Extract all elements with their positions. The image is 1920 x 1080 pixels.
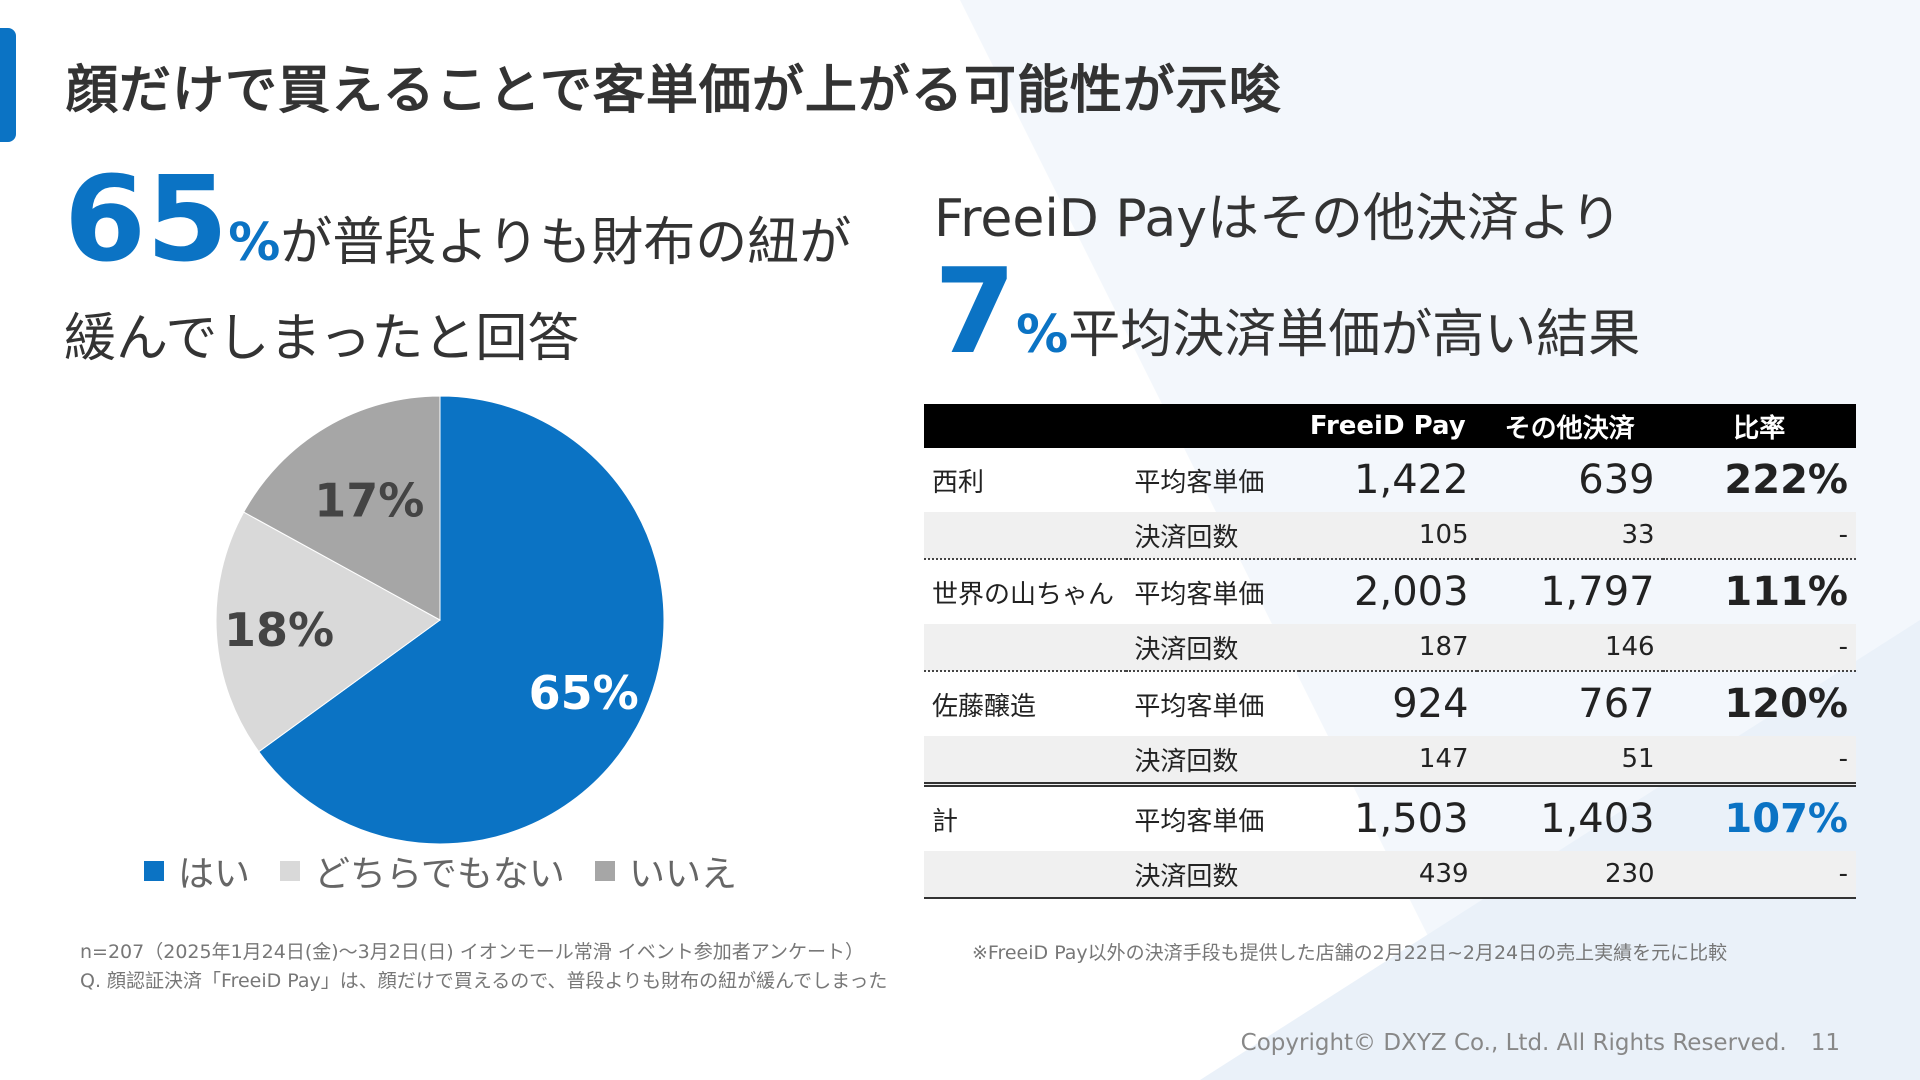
metric-label: 平均客単価 bbox=[1134, 806, 1265, 837]
table-note: ※FreeiD Pay以外の決済手段も提供した店舗の2月22日~2月24日の売上… bbox=[972, 942, 1728, 964]
legend-item-neutral: どちらでもない bbox=[280, 845, 565, 897]
freeid-value: 2,003 bbox=[1354, 569, 1469, 615]
other-count: 51 bbox=[1476, 736, 1663, 787]
copyright: Copyright© DXYZ Co., Ltd. All Rights Res… bbox=[1240, 1030, 1787, 1056]
pie-slice-no bbox=[243, 395, 441, 621]
legend-label-yes: はい bbox=[178, 854, 251, 895]
ratio-value: 222% bbox=[1724, 457, 1848, 503]
freeid-value: 924 bbox=[1392, 681, 1469, 727]
other-count: 230 bbox=[1476, 851, 1663, 899]
survey-note: n=207（2025年1月24日(金)〜3月2日(日) イオンモール常滑 イベン… bbox=[80, 938, 887, 996]
ratio-value: 120% bbox=[1724, 681, 1848, 727]
metric-label: 決済回数 bbox=[1126, 624, 1299, 672]
metric-label: 決済回数 bbox=[1126, 512, 1299, 560]
header-freeid-pay: FreeiD Pay bbox=[1298, 404, 1477, 448]
table-row: 佐藤醸造 平均客単価 924 767 120% bbox=[924, 671, 1856, 736]
left-headline-number: 65 bbox=[64, 150, 229, 288]
freeid-count: 187 bbox=[1298, 624, 1477, 672]
table-row: 決済回数 105 33 - bbox=[924, 512, 1856, 560]
pie-slice-neutral bbox=[215, 511, 441, 753]
metric-label: 決済回数 bbox=[1126, 851, 1299, 899]
table-row: 世界の山ちゃん 平均客単価 2,003 1,797 111% bbox=[924, 559, 1856, 624]
right-headline: 7%平均決済単価が高い結果 bbox=[934, 252, 1640, 370]
store-name: 世界の山ちゃん bbox=[932, 579, 1115, 610]
other-value: 1,797 bbox=[1540, 569, 1655, 615]
metric-label: 平均客単価 bbox=[1134, 691, 1265, 722]
metric-label: 平均客単価 bbox=[1134, 467, 1265, 498]
other-value: 767 bbox=[1578, 681, 1655, 727]
legend-label-neutral: どちらでもない bbox=[314, 854, 565, 895]
other-value: 639 bbox=[1578, 457, 1655, 503]
survey-note-line-2: Q. 顔認証決済「FreeiD Pay」は、顔だけで買えるので、普段よりも財布の… bbox=[80, 970, 888, 992]
title-accent-bar bbox=[0, 28, 16, 142]
table-row: 決済回数 147 51 - bbox=[924, 736, 1856, 787]
ratio-value: 111% bbox=[1724, 569, 1848, 615]
store-name: 計 bbox=[932, 806, 959, 837]
other-count: 33 bbox=[1476, 512, 1663, 560]
table-total-row: 決済回数 439 230 - bbox=[924, 851, 1856, 899]
ratio-count: - bbox=[1662, 851, 1856, 899]
left-headline-text: が普段よりも財布の紐が bbox=[280, 213, 852, 273]
ratio-count: - bbox=[1662, 736, 1856, 787]
legend-label-no: いいえ bbox=[628, 854, 737, 895]
header-ratio: 比率 bbox=[1662, 404, 1856, 448]
footer: Copyright© DXYZ Co., Ltd. All Rights Res… bbox=[1241, 1030, 1840, 1056]
pie-legend: はい どちらでもない いいえ bbox=[144, 845, 737, 897]
freeid-count: 105 bbox=[1298, 512, 1477, 560]
store-name: 佐藤醸造 bbox=[932, 691, 1037, 722]
freeid-value: 1,422 bbox=[1354, 457, 1469, 503]
table-row: 西利 平均客単価 1,422 639 222% bbox=[924, 448, 1856, 512]
right-headline-number: 7 bbox=[934, 242, 1017, 380]
pie-chart: 65% 18% 17% bbox=[215, 395, 665, 845]
metric-label: 決済回数 bbox=[1126, 736, 1299, 787]
right-headline-line-1: FreeiD Payはその他決済より bbox=[934, 189, 1622, 249]
pie-label-yes: 65% bbox=[529, 666, 639, 720]
table-header-row: FreeiD Pay その他決済 比率 bbox=[924, 404, 1856, 448]
legend-swatch-neutral bbox=[280, 861, 301, 881]
right-headline-text: 平均決済単価が高い結果 bbox=[1068, 305, 1641, 365]
header-metric bbox=[1126, 404, 1299, 448]
table-total-row: 計 平均客単価 1,503 1,403 107% bbox=[924, 785, 1856, 852]
header-store bbox=[924, 404, 1127, 448]
pie-slice-yes bbox=[258, 395, 665, 845]
freeid-value: 1,503 bbox=[1354, 796, 1469, 842]
legend-swatch-yes bbox=[144, 861, 164, 881]
pie-label-no: 17% bbox=[314, 473, 424, 527]
slide-title: 顔だけで買えることで客単価が上がる可能性が示唆 bbox=[66, 61, 1282, 121]
freeid-count: 147 bbox=[1298, 736, 1477, 787]
table-row: 決済回数 187 146 - bbox=[924, 624, 1856, 672]
other-value: 1,403 bbox=[1540, 796, 1655, 842]
metric-label: 平均客単価 bbox=[1134, 579, 1265, 610]
page-number: 11 bbox=[1810, 1030, 1840, 1056]
left-headline-percent: % bbox=[228, 213, 281, 273]
legend-item-no: いいえ bbox=[594, 845, 737, 897]
ratio-count: - bbox=[1662, 512, 1856, 560]
left-headline-line-2: 緩んでしまったと回答 bbox=[64, 309, 580, 369]
comparison-table: FreeiD Pay その他決済 比率 西利 平均客単価 1,422 639 2… bbox=[924, 404, 1856, 899]
left-headline: 65%が普段よりも財布の紐が bbox=[64, 160, 851, 278]
pie-label-neutral: 18% bbox=[224, 603, 334, 657]
ratio-value-total: 107% bbox=[1724, 796, 1848, 842]
survey-note-line-1: n=207（2025年1月24日(金)〜3月2日(日) イオンモール常滑 イベン… bbox=[80, 941, 864, 963]
right-headline-percent: % bbox=[1016, 305, 1069, 365]
legend-swatch-no bbox=[594, 861, 615, 881]
legend-item-yes: はい bbox=[144, 845, 250, 897]
store-name: 西利 bbox=[932, 467, 985, 498]
other-count: 146 bbox=[1476, 624, 1663, 672]
ratio-count: - bbox=[1662, 624, 1856, 672]
freeid-count: 439 bbox=[1298, 851, 1477, 899]
header-other-payment: その他決済 bbox=[1476, 404, 1663, 448]
